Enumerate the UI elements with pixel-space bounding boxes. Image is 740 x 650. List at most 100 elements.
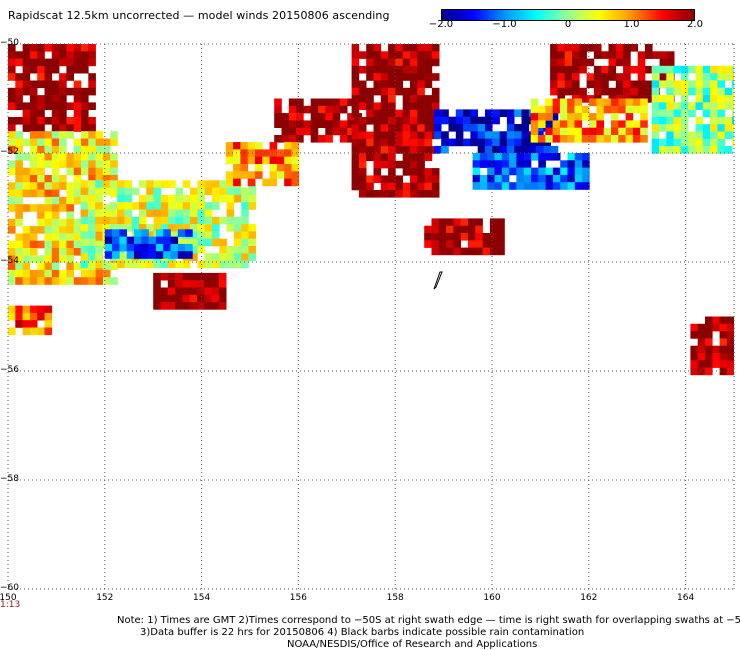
- wind-cell: [601, 80, 609, 89]
- wind-cell: [395, 73, 403, 81]
- wind-cell: [497, 233, 505, 241]
- wind-cell: [44, 305, 53, 314]
- wind-cell: [567, 113, 575, 121]
- wind-cell: [366, 182, 374, 191]
- wind-cell: [95, 167, 104, 176]
- wind-cell: [318, 120, 326, 128]
- wind-cell: [119, 243, 127, 252]
- wind-cell: [574, 182, 583, 190]
- wind-cell: [81, 58, 89, 67]
- wind-cell: [197, 280, 205, 288]
- wind-cell: [366, 44, 374, 52]
- wind-cell: [666, 124, 674, 132]
- wind-cell: [424, 233, 432, 241]
- wind-cell: [175, 187, 184, 196]
- wind-cell: [37, 305, 45, 314]
- wind-cell: [732, 80, 734, 88]
- wind-cell: [410, 131, 418, 140]
- longitude-tick-label: 156: [289, 593, 307, 603]
- wind-cell: [680, 73, 689, 81]
- wind-cell: [351, 102, 360, 110]
- wind-cell: [717, 146, 725, 154]
- wind-cell: [680, 95, 689, 103]
- wind-cell: [472, 160, 481, 168]
- wind-cell: [417, 175, 425, 183]
- wind-cell: [410, 87, 418, 96]
- wind-cell: [424, 58, 433, 67]
- wind-cell: [139, 260, 147, 269]
- wind-cell: [104, 251, 113, 259]
- wind-cell: [380, 182, 389, 191]
- wind-cell: [332, 120, 341, 128]
- wind-cell: [410, 175, 418, 183]
- wind-cell: [366, 73, 374, 81]
- wind-cell: [22, 51, 31, 59]
- wind-cell: [269, 164, 278, 172]
- wind-cell: [705, 316, 713, 325]
- wind-cell: [185, 243, 193, 252]
- wind-cell: [552, 167, 561, 176]
- wind-cell: [559, 98, 568, 107]
- wind-cell: [88, 124, 96, 132]
- wind-cell: [410, 168, 418, 176]
- wind-cell: [117, 224, 125, 232]
- wind-cell: [373, 160, 382, 169]
- wind-cell: [197, 238, 205, 247]
- wind-cell: [645, 65, 653, 74]
- wind-cell: [51, 226, 60, 234]
- wind-cell: [516, 153, 524, 161]
- wind-cell: [710, 95, 718, 103]
- wind-cell: [212, 231, 220, 239]
- wind-cell: [66, 240, 74, 249]
- wind-cell: [417, 124, 425, 132]
- wind-cell: [581, 135, 590, 143]
- wind-cell: [395, 117, 403, 125]
- wind-cell: [582, 174, 590, 183]
- wind-cell: [37, 269, 45, 278]
- wind-cell: [197, 187, 205, 196]
- wind-cell: [630, 44, 638, 52]
- wind-cell: [388, 58, 396, 67]
- wind-cell: [51, 248, 60, 256]
- wind-cell: [564, 65, 573, 74]
- wind-cell: [44, 269, 53, 278]
- wind-cell: [190, 209, 198, 218]
- wind-cell: [659, 146, 667, 154]
- wind-cell: [572, 80, 580, 89]
- wind-cell: [29, 160, 38, 168]
- wind-cell: [8, 226, 16, 234]
- wind-cell: [463, 109, 471, 117]
- wind-cell: [351, 138, 360, 147]
- wind-cell: [8, 312, 16, 321]
- wind-cell: [468, 225, 476, 234]
- wind-cell: [37, 255, 45, 263]
- wind-cell: [673, 65, 682, 74]
- wind-cell: [417, 80, 425, 89]
- wind-cell: [8, 167, 16, 176]
- wind-cell: [81, 167, 89, 176]
- wind-cell: [431, 51, 440, 59]
- wind-cell: [545, 127, 553, 136]
- wind-cell: [119, 236, 127, 245]
- wind-cell: [226, 194, 235, 203]
- wind-cell: [424, 65, 433, 74]
- wind-cell: [645, 51, 653, 59]
- wind-cell: [402, 160, 411, 169]
- wind-cell: [117, 187, 125, 196]
- wind-cell: [59, 95, 67, 103]
- wind-cell: [182, 224, 191, 232]
- wind-cell: [182, 209, 191, 218]
- wind-cell: [197, 287, 205, 296]
- wind-cell: [651, 73, 660, 81]
- wind-cell: [325, 113, 333, 121]
- wind-cell: [552, 182, 561, 190]
- wind-cell: [410, 44, 418, 52]
- wind-cell: [66, 204, 74, 212]
- wind-cell: [233, 194, 242, 203]
- wind-cell: [37, 182, 45, 190]
- wind-cell: [37, 109, 45, 118]
- wind-cell: [131, 224, 140, 232]
- wind-cell: [255, 142, 263, 150]
- wind-cell: [15, 189, 23, 198]
- wind-cell: [521, 109, 530, 117]
